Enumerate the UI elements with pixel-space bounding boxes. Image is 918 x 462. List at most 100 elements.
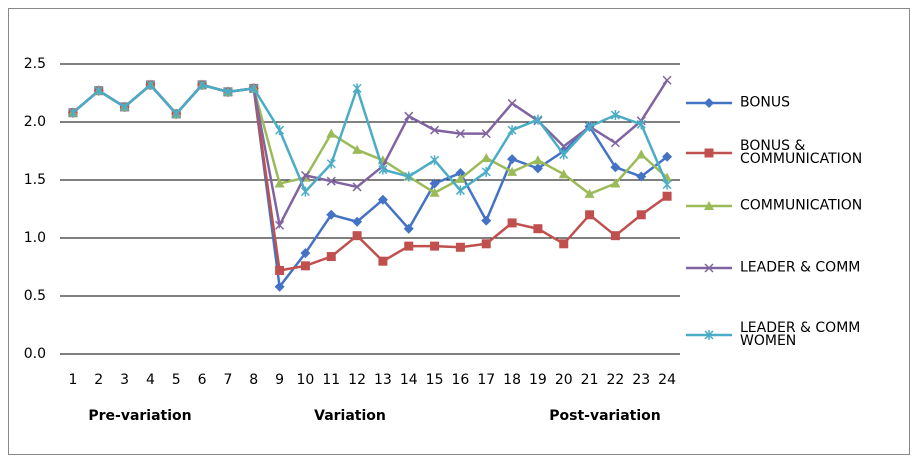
group-label: Pre-variation: [88, 408, 191, 424]
y-tick-label: 2.5: [24, 56, 46, 72]
marker: [120, 101, 130, 112]
x-tick-label: 12: [348, 372, 366, 388]
marker: [403, 223, 414, 234]
x-tick-label: 22: [607, 372, 625, 388]
marker: [300, 186, 310, 197]
marker: [404, 111, 414, 121]
marker: [326, 158, 336, 169]
x-tick-label: 3: [120, 372, 129, 388]
legend-label: BONUS & COMMUNICATION: [740, 138, 863, 167]
marker: [532, 163, 543, 174]
x-tick-label: 19: [529, 372, 547, 388]
marker: [558, 169, 569, 179]
marker: [662, 191, 672, 201]
series-line: [72, 83, 669, 194]
marker: [274, 178, 285, 188]
marker: [249, 83, 259, 94]
marker: [533, 114, 543, 125]
x-tick-label: 1: [68, 372, 77, 388]
marker: [636, 119, 646, 130]
marker: [507, 166, 518, 176]
marker: [300, 248, 311, 259]
marker: [610, 138, 620, 148]
marker: [352, 216, 363, 227]
marker: [455, 173, 466, 183]
marker: [610, 110, 620, 121]
marker: [326, 128, 337, 138]
marker: [585, 210, 595, 220]
marker: [704, 148, 714, 158]
marker: [223, 86, 233, 97]
marker: [352, 182, 362, 192]
marker: [404, 171, 414, 182]
x-tick-label: 10: [297, 372, 315, 388]
x-tick-label: 7: [223, 372, 232, 388]
marker: [481, 215, 492, 226]
marker: [430, 155, 440, 166]
marker: [507, 218, 517, 228]
x-tick-label: 11: [322, 372, 340, 388]
marker: [662, 151, 673, 162]
marker: [662, 75, 672, 85]
marker: [610, 231, 620, 241]
x-tick-label: 2: [94, 372, 103, 388]
marker: [507, 154, 518, 165]
marker: [610, 178, 621, 188]
x-tick-label: 23: [632, 372, 650, 388]
marker: [636, 171, 647, 182]
marker: [274, 281, 285, 292]
x-tick-label: 15: [426, 372, 444, 388]
x-tick-label: 17: [477, 372, 495, 388]
marker: [326, 209, 337, 220]
marker: [352, 83, 362, 94]
group-label: Variation: [314, 408, 386, 424]
marker: [275, 220, 285, 230]
marker: [559, 149, 569, 160]
x-tick-label: 21: [581, 372, 599, 388]
x-tick-label: 4: [146, 372, 155, 388]
marker: [481, 239, 491, 249]
marker: [533, 224, 543, 234]
marker: [704, 263, 714, 273]
marker: [145, 79, 155, 90]
y-tick-label: 0.5: [24, 288, 46, 304]
marker: [455, 129, 465, 139]
marker: [94, 85, 104, 96]
marker: [429, 178, 440, 189]
marker: [481, 166, 491, 177]
y-tick-label: 2.0: [24, 114, 46, 130]
series-line: [72, 79, 669, 230]
marker: [326, 176, 336, 186]
marker: [352, 144, 363, 154]
marker: [377, 194, 388, 205]
marker: [378, 256, 388, 266]
marker: [404, 241, 414, 251]
marker: [584, 188, 595, 198]
x-tick-label: 14: [400, 372, 418, 388]
marker: [326, 252, 336, 262]
legend-label: COMMUNICATION: [740, 197, 863, 214]
marker: [430, 241, 440, 251]
marker: [636, 149, 647, 159]
x-tick-label: 8: [249, 372, 258, 388]
marker: [662, 179, 672, 190]
marker: [481, 129, 491, 139]
x-tick-label: 6: [198, 372, 207, 388]
marker: [455, 242, 465, 252]
marker: [275, 265, 285, 275]
marker: [585, 121, 595, 132]
marker: [636, 210, 646, 220]
marker: [300, 170, 310, 180]
y-tick-label: 1.5: [24, 172, 46, 188]
y-tick-label: 1.0: [24, 230, 46, 246]
x-tick-label: 24: [658, 372, 676, 388]
marker: [171, 108, 181, 119]
legend-label: BONUS: [740, 94, 790, 111]
y-tick-label: 0.0: [24, 346, 46, 362]
legend-label: LEADER & COMM: [740, 259, 861, 276]
marker: [704, 201, 714, 210]
marker: [559, 239, 569, 249]
marker: [481, 152, 492, 162]
